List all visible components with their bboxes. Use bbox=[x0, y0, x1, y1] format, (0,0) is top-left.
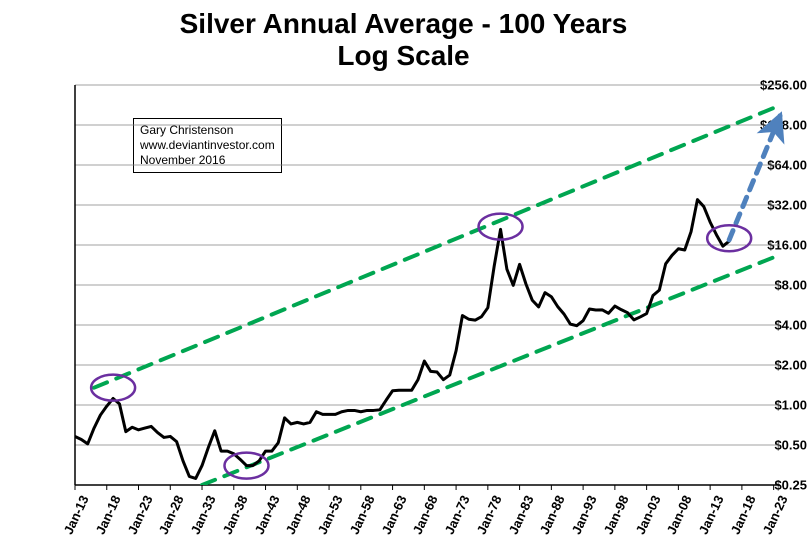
plot-area bbox=[0, 0, 807, 552]
chart-container: Silver Annual Average - 100 Years Log Sc… bbox=[0, 0, 807, 552]
